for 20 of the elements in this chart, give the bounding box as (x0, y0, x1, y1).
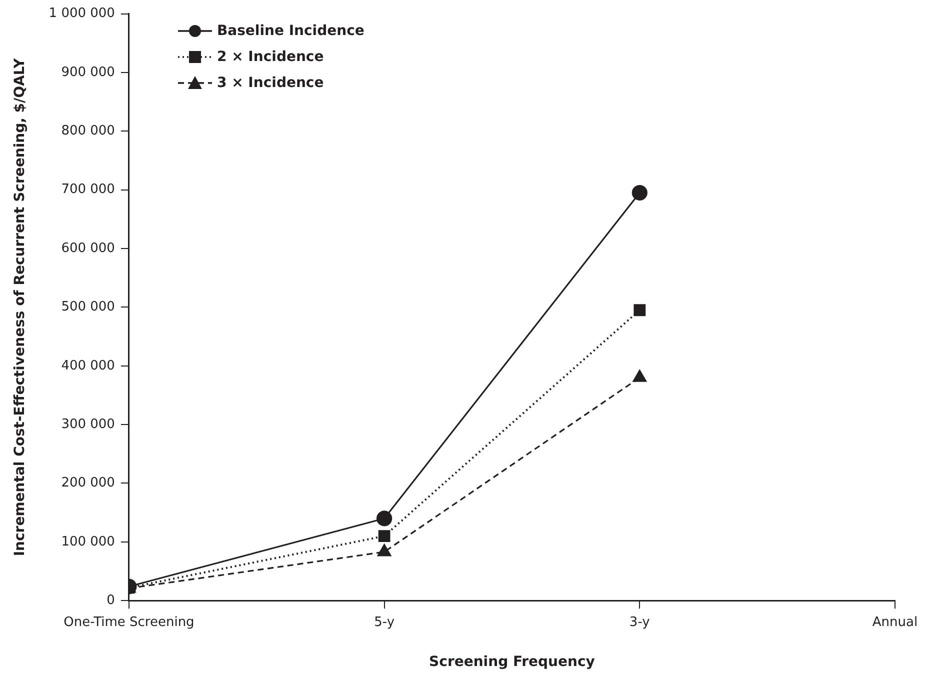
y-axis-title: Incremental Cost-Effectiveness of Recurrent Screening, $/QALY (12, 57, 28, 556)
x-axis-title: Screening Frequency (429, 654, 595, 670)
y-tick-label: 200 000 (61, 476, 115, 491)
legend-label: 2 × Incidence (216, 48, 324, 65)
legend-label: Baseline Incidence (216, 22, 364, 39)
y-tick-label: 100 000 (61, 534, 115, 550)
y-tick-label: 400 000 (61, 358, 115, 374)
x-tick-label: Annual (872, 614, 918, 630)
y-tick-label: 800 000 (61, 124, 115, 139)
y-tick-label: 900 000 (61, 64, 115, 80)
x-tick-label: 5-y (374, 614, 395, 630)
x-tick-label: 3-y (629, 614, 650, 630)
legend-label: 3 × Incidence (216, 74, 324, 91)
y-tick-label: 1 000 000 (48, 6, 115, 22)
y-tick-label: 700 000 (61, 182, 115, 198)
y-tick-label: 600 000 (61, 240, 115, 256)
y-tick-label: 500 000 (61, 300, 115, 315)
x-tick-label: One-Time Screening (64, 614, 194, 630)
y-tick-label: 0 (106, 592, 115, 608)
y-tick-label: 300 000 (61, 416, 115, 432)
